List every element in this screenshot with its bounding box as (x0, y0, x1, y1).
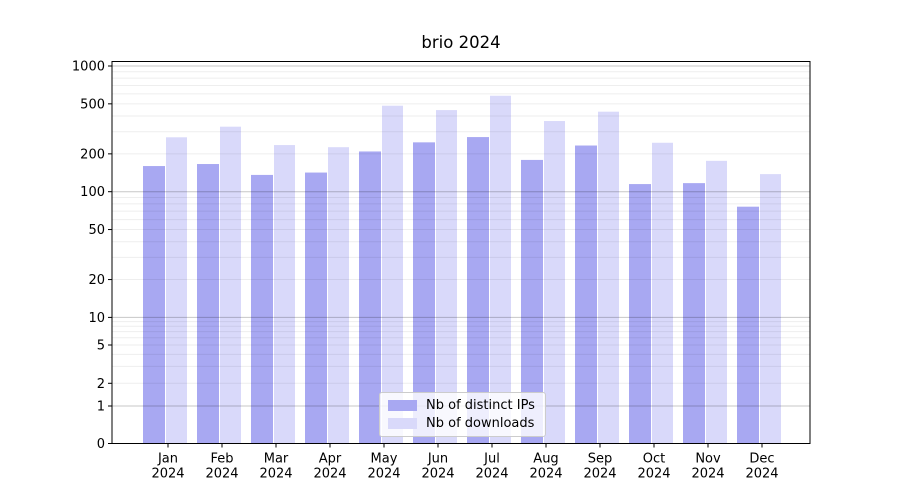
y-axis-tick-label: 1000 (72, 60, 105, 75)
legend-item-downloads: Nb of downloads (388, 416, 535, 431)
legend-label-distinct-ips: Nb of distinct IPs (426, 398, 535, 413)
x-axis-tick-label-month: Apr (319, 452, 342, 467)
y-axis-tick-label: 5 (97, 339, 105, 354)
bar-distinct-ips (467, 137, 489, 444)
bar-downloads (760, 174, 781, 444)
x-axis-tick-label-month: Jun (427, 452, 448, 467)
x-axis-tick-label-year: 2024 (421, 467, 454, 482)
bar-downloads (220, 126, 241, 444)
y-axis-tick-label: 200 (80, 147, 105, 162)
bar-downloads (382, 105, 403, 444)
bar-downloads (436, 110, 457, 444)
chart-title: brio 2024 (421, 33, 501, 52)
bar-downloads (652, 142, 673, 444)
y-axis-tick-label: 20 (88, 273, 105, 288)
legend-swatch-downloads (388, 418, 417, 429)
bar-downloads (166, 137, 187, 444)
x-axis-tick-label-month: Feb (210, 452, 233, 467)
bar-downloads (706, 160, 727, 444)
x-axis-tick-label-year: 2024 (151, 467, 184, 482)
bar-distinct-ips (575, 145, 597, 444)
y-axis-tick-label: 50 (88, 223, 105, 238)
bar-downloads (598, 111, 619, 444)
x-axis-tick-label-month: Jan (157, 452, 178, 467)
x-axis-tick-label-year: 2024 (745, 467, 778, 482)
x-axis-tick-label-month: Jul (483, 452, 500, 467)
legend-swatch-distinct-ips (388, 400, 417, 411)
legend-label-downloads: Nb of downloads (426, 416, 535, 431)
x-axis-tick-label-year: 2024 (313, 467, 346, 482)
y-axis-tick-label: 0 (97, 437, 105, 452)
plot-border (111, 61, 811, 444)
x-axis-tick-label-month: Mar (264, 452, 289, 467)
bar-distinct-ips (683, 183, 705, 444)
x-axis-tick-label-year: 2024 (691, 467, 724, 482)
x-axis-tick-label-year: 2024 (367, 467, 400, 482)
x-axis-tick-label-month: Oct (643, 452, 665, 467)
bar-distinct-ips (251, 174, 273, 444)
bar-downloads (544, 121, 565, 444)
bar-distinct-ips (629, 184, 651, 444)
bar-distinct-ips (413, 142, 435, 444)
bar-distinct-ips (143, 166, 165, 444)
y-axis-tick-label: 2 (97, 377, 105, 392)
y-axis-tick-label: 100 (80, 185, 105, 200)
x-axis-tick-label-year: 2024 (637, 467, 670, 482)
y-axis-tick-label: 1 (97, 400, 105, 415)
bar-distinct-ips (359, 151, 381, 444)
bar-downloads (274, 145, 295, 444)
y-axis-tick-label: 10 (88, 311, 105, 326)
y-axis-tick-label: 500 (80, 97, 105, 112)
bar-distinct-ips (521, 159, 543, 444)
x-axis-tick-label-year: 2024 (583, 467, 616, 482)
x-axis-tick-label-month: Aug (533, 452, 558, 467)
bar-distinct-ips (737, 206, 759, 444)
bar-distinct-ips (197, 164, 219, 444)
x-axis-tick-label-month: May (371, 452, 398, 467)
bar-distinct-ips (305, 172, 327, 444)
x-axis-tick-label-month: Dec (749, 452, 774, 467)
legend-item-distinct-ips: Nb of distinct IPs (388, 398, 535, 413)
x-axis-tick-label-year: 2024 (475, 467, 508, 482)
legend: Nb of distinct IPs Nb of downloads (379, 392, 546, 437)
x-axis-tick-label-year: 2024 (259, 467, 292, 482)
x-axis-tick-label-month: Nov (695, 452, 721, 467)
bar-downloads (328, 147, 349, 444)
x-axis-tick-label-year: 2024 (529, 467, 562, 482)
x-axis-tick-label-year: 2024 (205, 467, 238, 482)
bar-downloads (490, 95, 511, 444)
x-axis-tick-label-month: Sep (588, 452, 613, 467)
